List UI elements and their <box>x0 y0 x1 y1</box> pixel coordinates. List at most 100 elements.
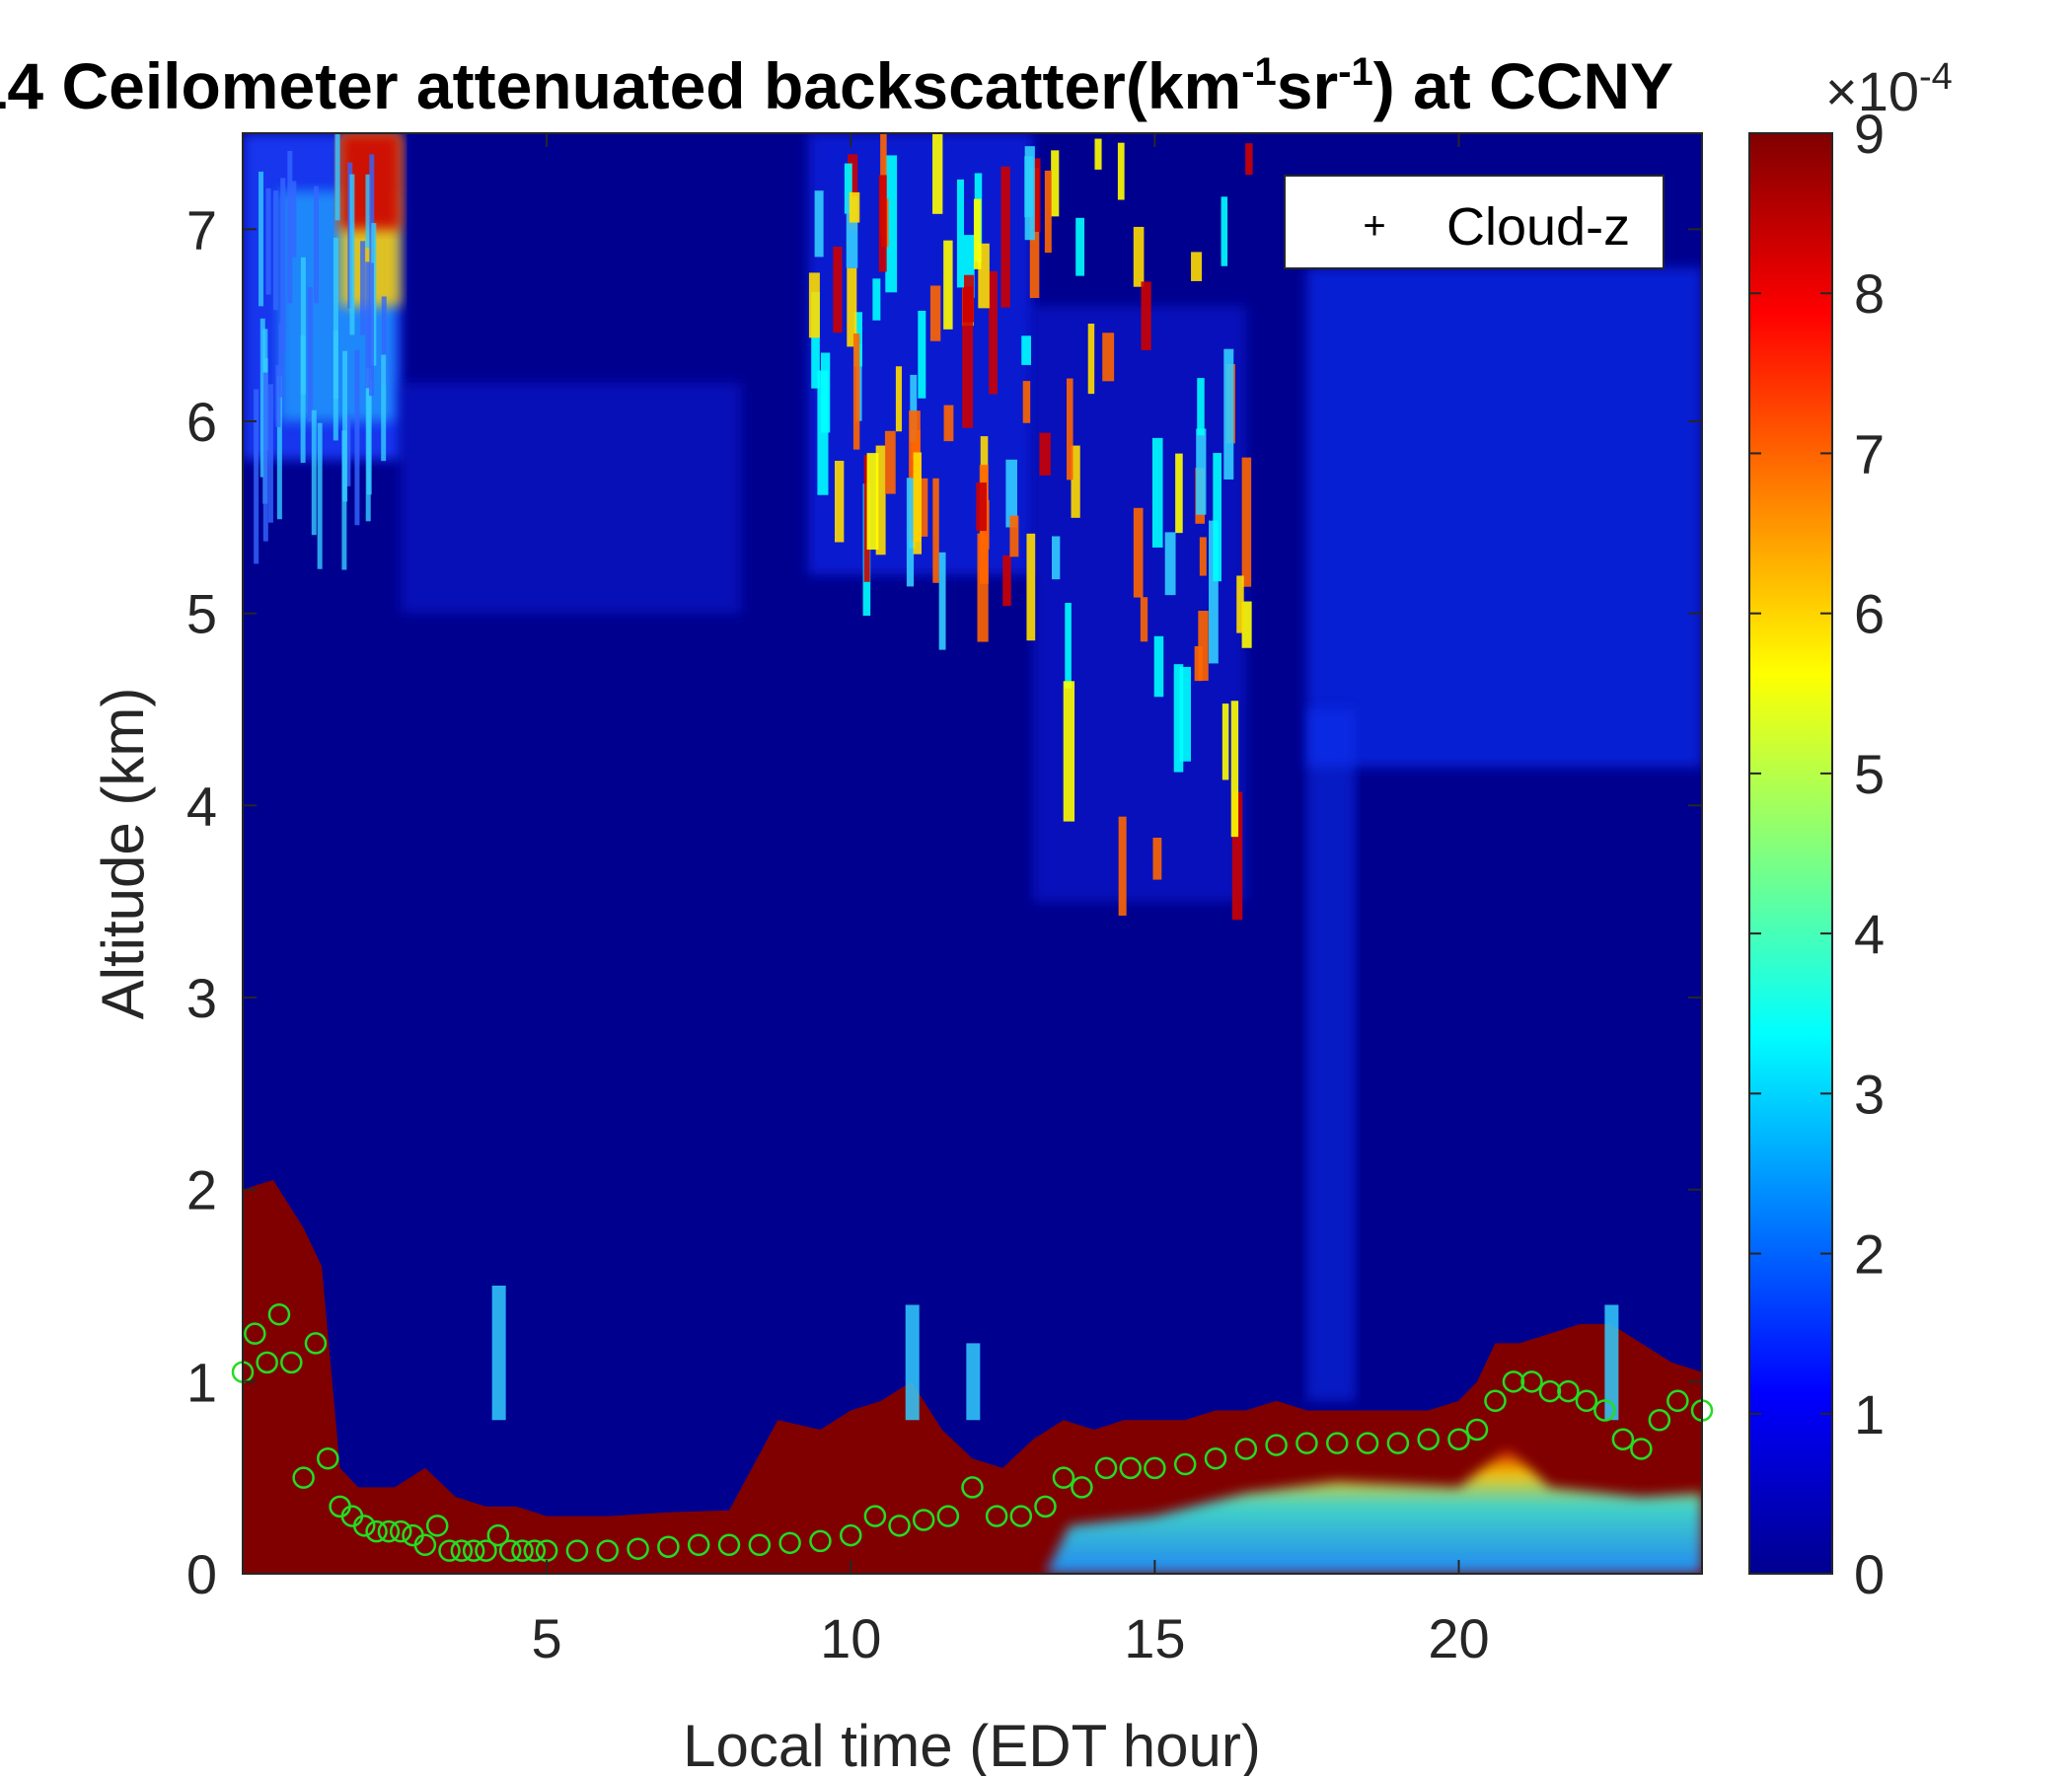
y-tick-label: 2 <box>186 1159 217 1221</box>
cloud-z-point <box>687 1533 710 1557</box>
cloud-z-markers <box>231 1302 1714 1562</box>
cloud-z-point <box>292 1466 315 1489</box>
cloud-z-point <box>657 1535 680 1558</box>
cloud-z-point <box>717 1533 741 1557</box>
plot-frame <box>242 132 1703 1575</box>
y-axis-ticks: 0 1 2 3 4 5 6 7 <box>186 198 1702 1605</box>
cloud-z-point <box>438 1539 461 1562</box>
cloud-z-point <box>498 1539 522 1562</box>
cloud-z-point <box>1173 1452 1197 1476</box>
cloud-z-point <box>1144 1456 1166 1480</box>
chart-title: 171014 Ceilometer attenuated backscatter… <box>0 49 1673 122</box>
backscatter-features <box>243 133 1702 1401</box>
cloud-z-point <box>450 1539 474 1562</box>
cloud-z-point <box>377 1519 401 1543</box>
cloud-z-point <box>1094 1456 1118 1480</box>
colorbar-tick-label: 7 <box>1854 422 1885 484</box>
y-tick-label: 5 <box>186 583 217 645</box>
y-tick-label: 0 <box>186 1543 217 1605</box>
cloud-z-point <box>1593 1399 1616 1422</box>
cloud-z-point <box>280 1351 303 1374</box>
colorbar-tick-label: 8 <box>1854 262 1885 325</box>
cloud-z-point <box>1071 1476 1093 1499</box>
x-tick-label: 20 <box>1428 1607 1489 1669</box>
y-tick-label: 7 <box>186 198 217 260</box>
colorbar-tick-label: 4 <box>1854 903 1885 965</box>
surface-layer-gradient <box>1045 1448 1702 1574</box>
cloud-z-point <box>1052 1466 1075 1489</box>
x-axis-ticks: 5 10 15 20 <box>532 133 1490 1669</box>
cloud-z-point <box>1465 1418 1489 1442</box>
cloud-z-point <box>1557 1379 1580 1403</box>
colorbar-tick-label: 5 <box>1854 743 1885 805</box>
y-tick-label: 6 <box>186 391 217 453</box>
colorbar-ticks: 0 1 2 3 4 5 6 7 8 9 <box>1749 103 1885 1605</box>
cloud-z-point <box>840 1523 862 1547</box>
cloud-z-point <box>863 1505 887 1527</box>
x-tick-label: 10 <box>820 1607 881 1669</box>
x-tick-label: 5 <box>532 1607 562 1669</box>
y-tick-label: 4 <box>186 775 217 837</box>
cloud-z-point <box>365 1519 388 1543</box>
cloud-z-point <box>936 1505 960 1527</box>
cloud-z-point <box>778 1531 801 1555</box>
cloud-z-point <box>565 1539 589 1562</box>
cloud-z-point <box>304 1332 328 1355</box>
legend-box <box>1284 175 1665 269</box>
cloud-z-point <box>425 1515 449 1537</box>
cloud-z-point <box>1204 1446 1227 1470</box>
colorbar-tick-label: 9 <box>1854 103 1885 165</box>
x-axis-label: Local time (EDT hour) <box>683 1713 1261 1776</box>
cloud-z-point <box>1009 1505 1033 1527</box>
colorbar-gradient <box>1748 132 1833 1575</box>
legend-label: Cloud-z <box>1446 197 1630 257</box>
cloud-z-point <box>1386 1432 1410 1454</box>
cloud-z-point <box>748 1533 772 1557</box>
cloud-z-point <box>511 1539 534 1562</box>
cloud-z-point <box>267 1302 291 1326</box>
cloud-z-point <box>1538 1379 1562 1403</box>
colorbar-tick-label: 3 <box>1854 1063 1885 1125</box>
cloud-z-point <box>888 1515 911 1537</box>
cloud-z-point <box>1356 1432 1379 1454</box>
cloud-z-point <box>244 1322 266 1345</box>
legend-marker: + <box>1363 204 1385 248</box>
cloud-z-point <box>627 1537 649 1560</box>
plot-area <box>231 132 1714 1575</box>
cloud-z-point <box>596 1539 619 1562</box>
x-tick-label: 15 <box>1124 1607 1185 1669</box>
colorbar-tick-label: 6 <box>1854 583 1885 645</box>
colorbar-tick-label: 2 <box>1854 1223 1885 1286</box>
cloud-z-point <box>413 1533 437 1557</box>
cloud-z-point <box>523 1539 547 1562</box>
cloud-z-point <box>317 1446 339 1470</box>
cloud-z-point <box>1234 1438 1258 1460</box>
cloud-z-point <box>961 1476 984 1499</box>
cloud-z-point <box>1575 1389 1598 1413</box>
y-tick-label: 1 <box>186 1351 217 1413</box>
colorbar-tick-label: 0 <box>1854 1543 1885 1605</box>
cloud-z-point <box>1630 1438 1653 1460</box>
cloud-z-point <box>1520 1370 1543 1393</box>
cloud-z-point <box>1648 1409 1671 1432</box>
cloud-z-point <box>1265 1434 1288 1456</box>
cloud-z-point <box>1502 1370 1525 1393</box>
cloud-z-point <box>1295 1432 1318 1454</box>
colorbar-tick-label: 1 <box>1854 1383 1885 1445</box>
cloud-z-point <box>1447 1428 1470 1450</box>
cloud-z-point <box>256 1351 278 1374</box>
legend: + Cloud-z <box>1284 175 1665 269</box>
cloud-z-point <box>1326 1432 1349 1454</box>
cloud-z-point <box>1666 1389 1689 1413</box>
cloud-z-point <box>462 1539 485 1562</box>
cloud-z-point <box>1484 1389 1507 1413</box>
cloud-z-point <box>1119 1456 1142 1480</box>
cloud-z-point <box>353 1515 376 1537</box>
y-tick-label: 3 <box>186 967 217 1029</box>
colorbar-multiplier: ×10-4 <box>1825 56 1953 122</box>
cloud-z-point <box>809 1529 832 1553</box>
aerosol-layer <box>243 1179 1702 1574</box>
cloud-z-point <box>1417 1428 1440 1450</box>
colorbar: 0 1 2 3 4 5 6 7 8 9 ×10-4 <box>1748 56 1953 1605</box>
